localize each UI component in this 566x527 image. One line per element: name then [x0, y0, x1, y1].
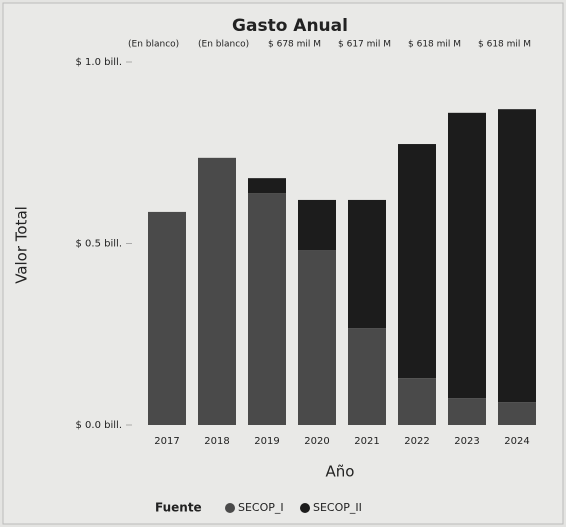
legend-swatch: [225, 503, 235, 513]
chart-title: Gasto Anual: [232, 16, 348, 36]
bar-segment: [298, 199, 336, 251]
bar-segment: [198, 157, 236, 425]
legend-swatch: [300, 503, 310, 513]
x-tick-label: 2024: [504, 436, 529, 447]
y-axis-label: Valor Total: [13, 206, 31, 284]
bar-segment: [348, 328, 386, 425]
x-tick-label: 2018: [204, 436, 229, 447]
bar-segment: [498, 402, 536, 425]
bar-segment: [248, 193, 286, 425]
x-tick-label: 2022: [404, 436, 429, 447]
bar-segment: [298, 250, 336, 425]
bar-segment: [398, 378, 436, 425]
bar-segment: [398, 144, 436, 379]
data-label: $ 618 mil M: [478, 40, 531, 50]
x-tick-label: 2021: [354, 436, 379, 447]
bar-segment: [248, 178, 286, 194]
data-label: $ 618 mil M: [408, 40, 461, 50]
data-label: (En blanco): [198, 40, 249, 50]
legend-title: Fuente: [155, 501, 202, 515]
x-tick-label: 2019: [254, 436, 279, 447]
legend-label: SECOP_I: [238, 501, 284, 514]
data-label: $ 678 mil M: [268, 40, 321, 50]
x-tick-label: 2017: [154, 436, 179, 447]
data-label: $ 617 mil M: [338, 40, 391, 50]
bar-segment: [348, 199, 386, 329]
bar-segment: [498, 109, 536, 403]
x-tick-label: 2020: [304, 436, 329, 447]
y-tick-label: $ 0.0 bill.: [76, 420, 122, 431]
bar-segment: [448, 112, 486, 399]
bar-segment: [148, 211, 186, 425]
y-tick-label: $ 0.5 bill.: [76, 239, 122, 250]
y-tick-label: $ 1.0 bill.: [76, 57, 122, 68]
legend-label: SECOP_II: [313, 501, 362, 514]
x-axis-label: Año: [326, 463, 355, 481]
x-tick-label: 2023: [454, 436, 479, 447]
data-label: (En blanco): [128, 40, 179, 50]
bar-segment: [448, 398, 486, 425]
